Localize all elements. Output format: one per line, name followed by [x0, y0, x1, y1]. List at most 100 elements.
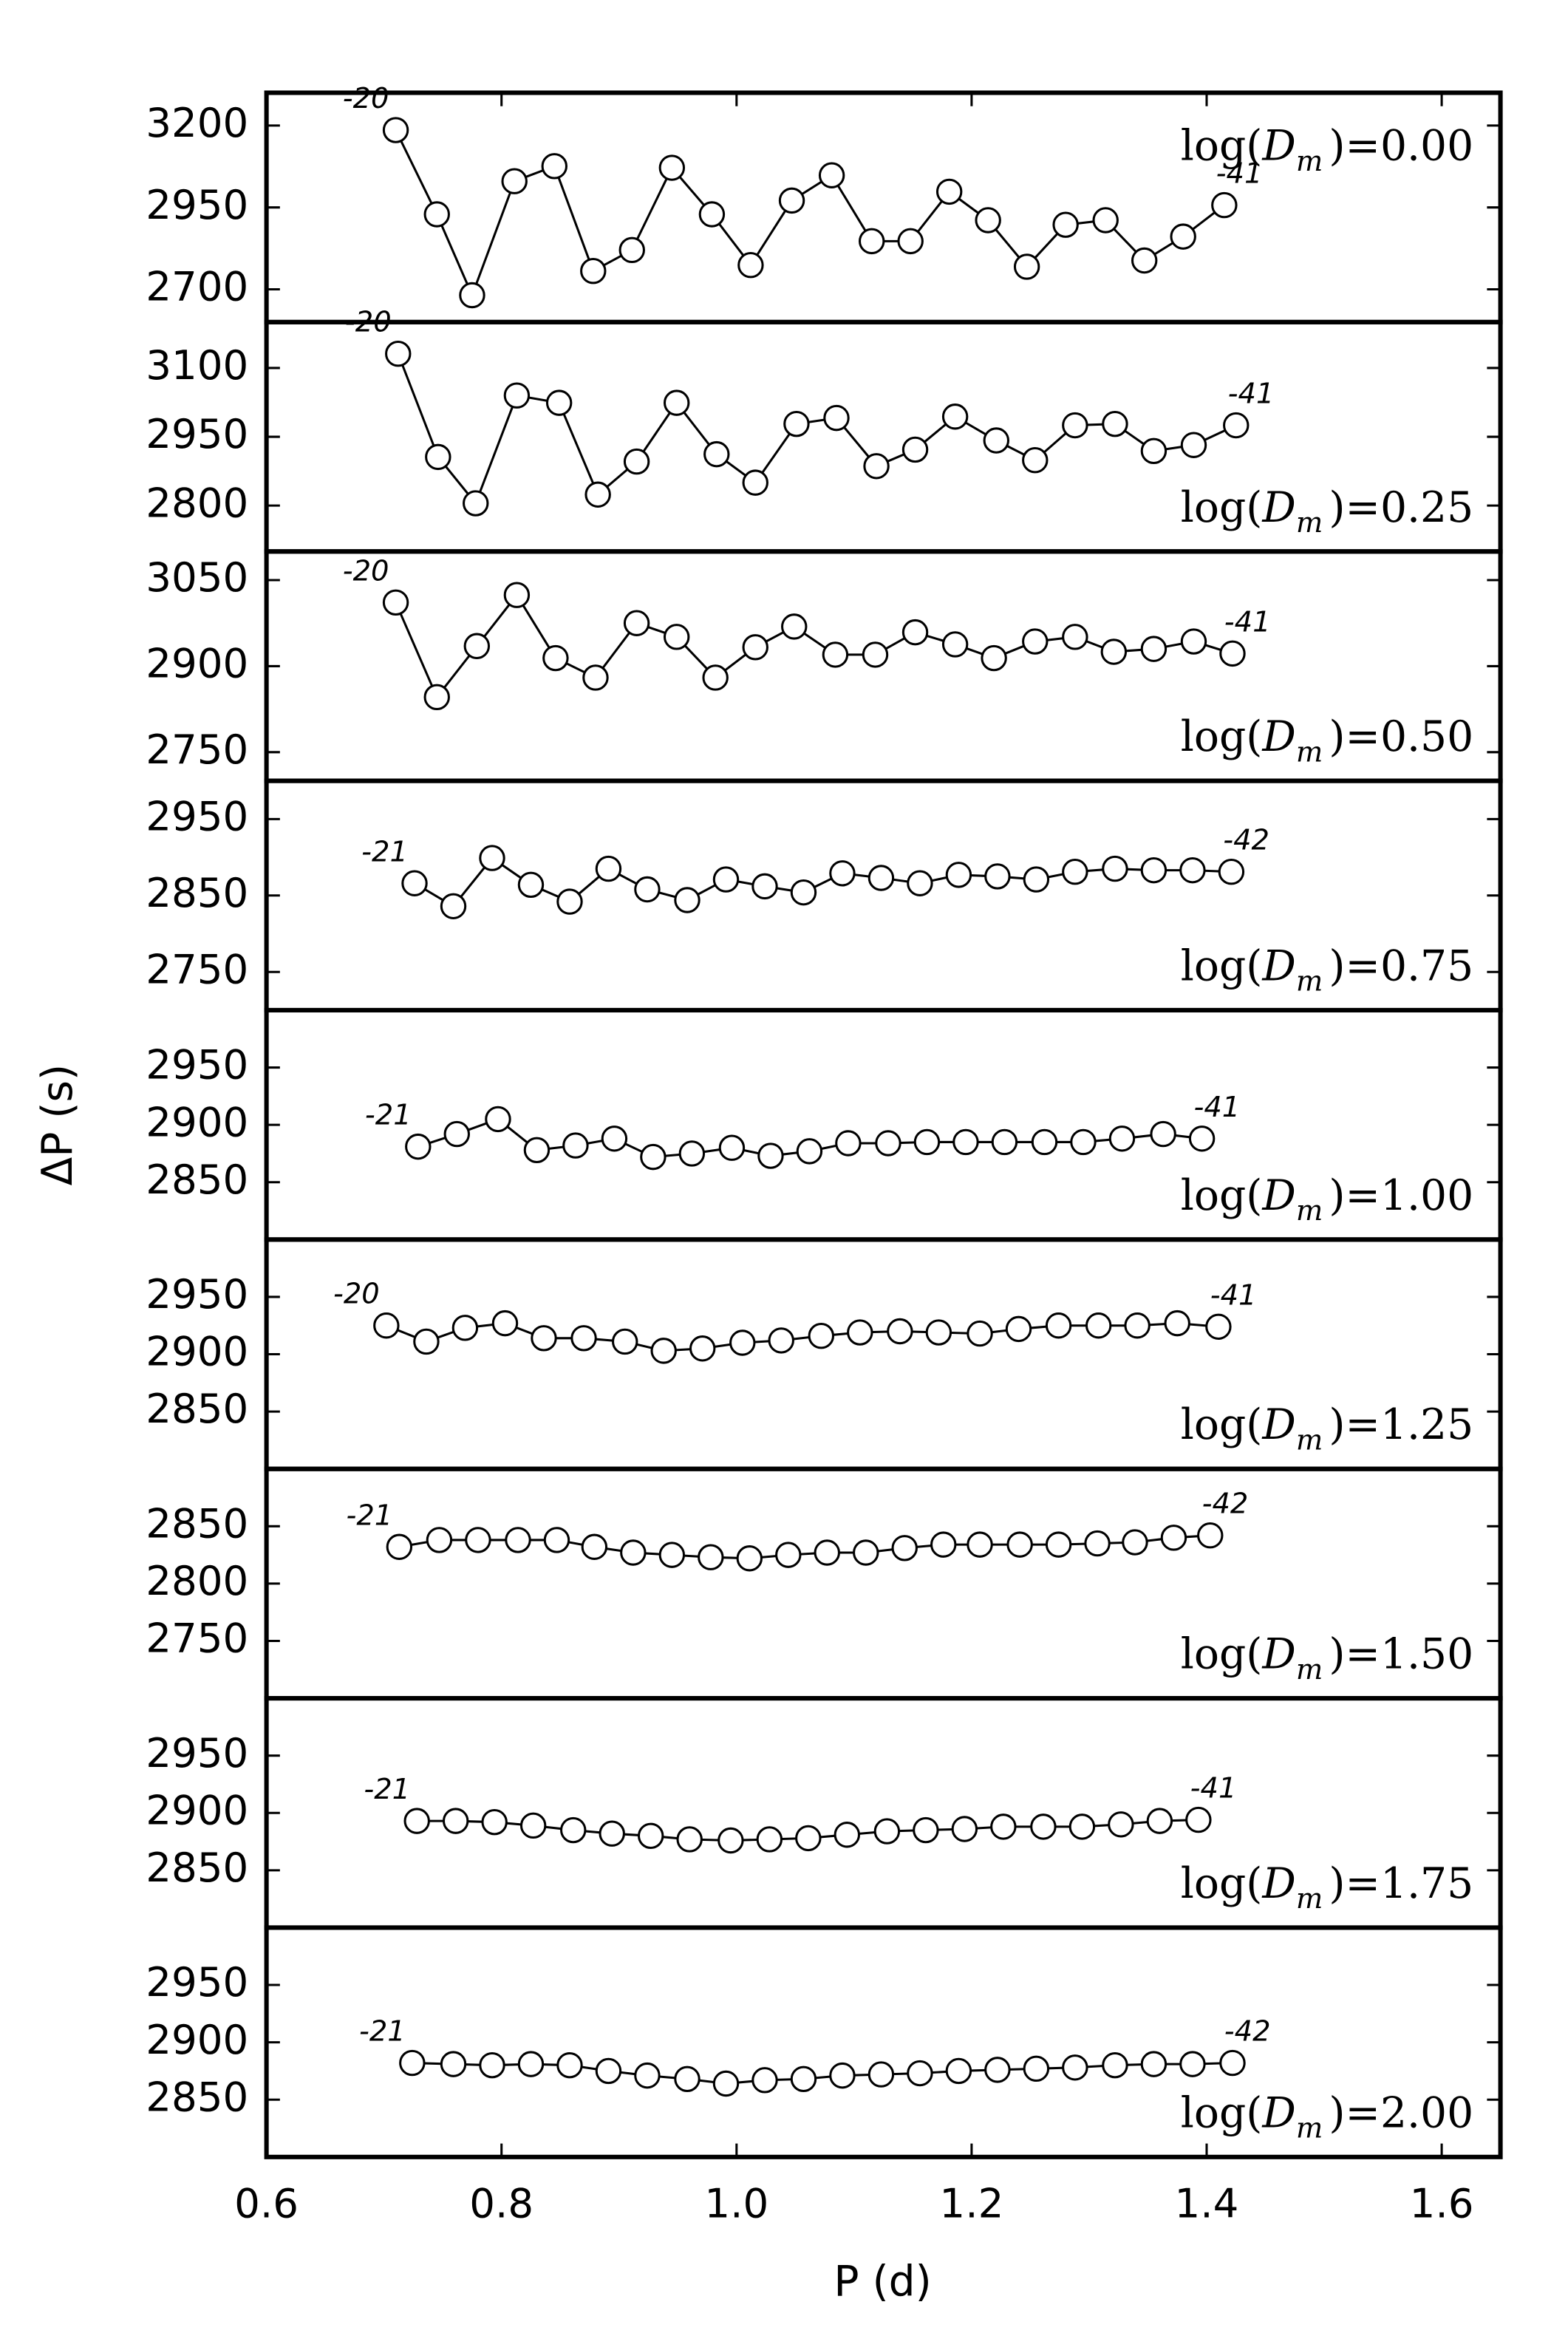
data-point [1108, 1811, 1134, 1838]
y-tick-label: 2750 [146, 1615, 248, 1662]
point-annotation: -42 [1202, 1488, 1249, 1521]
data-point [967, 1320, 993, 1347]
data-point [1085, 1312, 1112, 1339]
panel-label: log(Dm)=0.75 [1181, 941, 1473, 998]
x-tick-label: 0.8 [469, 2180, 534, 2227]
data-point [541, 153, 567, 180]
data-point [382, 589, 409, 616]
series-line [386, 1322, 1219, 1352]
data-point [795, 1825, 822, 1852]
data-point [990, 1813, 1017, 1840]
data-point [829, 860, 856, 887]
data-point [1006, 1531, 1033, 1558]
data-point [951, 1816, 978, 1842]
data-point [891, 1535, 918, 1561]
data-point [503, 582, 531, 608]
data-point [580, 257, 607, 285]
data-point [858, 228, 885, 255]
data-point [479, 845, 505, 871]
point-annotation: -41 [1228, 378, 1275, 411]
data-point [814, 1539, 840, 1566]
y-tick-label: 2700 [146, 263, 248, 310]
data-point [1219, 2049, 1246, 2077]
data-point [941, 403, 969, 430]
y-tick-label: 2900 [146, 2016, 248, 2063]
y-tick-label: 2850 [146, 2073, 248, 2120]
data-point [729, 1329, 756, 1356]
data-point [542, 644, 569, 672]
data-point [663, 389, 690, 416]
data-point [1205, 1313, 1232, 1340]
data-point [1170, 223, 1196, 250]
data-point [834, 1822, 861, 1848]
data-point [612, 1328, 638, 1355]
panel-label: log(Dm)=1.25 [1181, 1400, 1473, 1457]
y-tick-label: 2750 [146, 945, 248, 992]
data-point [623, 448, 650, 475]
data-point [1023, 866, 1050, 893]
point-annotation: -21 [361, 835, 408, 868]
series-line [395, 129, 1225, 299]
data-point [781, 613, 808, 640]
data-point [1211, 191, 1238, 219]
data-point [847, 1319, 873, 1346]
panel-frame [264, 90, 1503, 324]
data-point [1023, 2055, 1050, 2082]
data-point [853, 1539, 879, 1566]
data-point [618, 236, 645, 264]
data-point [967, 1531, 993, 1558]
data-point [1030, 1813, 1057, 1840]
data-point [907, 870, 933, 896]
x-tick-label: 0.6 [234, 2180, 299, 2227]
data-point [1122, 1529, 1148, 1556]
y-tick-label: 2900 [146, 640, 248, 687]
data-point [913, 1128, 941, 1156]
data-point [581, 1533, 608, 1560]
data-point [1031, 1128, 1058, 1156]
data-point [481, 1808, 508, 1836]
data-point [620, 1539, 647, 1566]
data-point [941, 631, 969, 658]
x-tick-label: 1.2 [939, 2180, 1003, 2227]
data-point [1131, 247, 1158, 274]
data-point [1188, 1125, 1216, 1152]
data-point [698, 1544, 724, 1570]
data-point [440, 2051, 467, 2077]
data-point [570, 1325, 597, 1352]
data-point [1164, 1309, 1190, 1337]
data-point [875, 1130, 901, 1157]
data-point [485, 1106, 511, 1133]
data-point [984, 863, 1011, 890]
y-tick-label: 2900 [146, 1098, 248, 1145]
point-annotation: -21 [346, 1499, 392, 1532]
data-point [768, 1327, 794, 1354]
panel-label: log(Dm)=0.50 [1181, 712, 1473, 769]
point-annotation: -20 [333, 1278, 380, 1311]
data-point [442, 1808, 469, 1834]
x-tick-label: 1.6 [1410, 2180, 1474, 2227]
data-point [1219, 640, 1246, 667]
panel-label: log(Dm)=0.25 [1181, 483, 1473, 539]
data-point [913, 1816, 939, 1844]
y-tick-label: 2850 [146, 869, 248, 916]
data-point [756, 1826, 783, 1853]
data-point [443, 1120, 470, 1148]
data-point [382, 117, 409, 143]
data-point [640, 1143, 667, 1171]
data-point [543, 1527, 570, 1553]
data-point [584, 481, 611, 508]
data-point [1197, 1522, 1224, 1549]
data-point [1062, 624, 1088, 650]
data-point [736, 1545, 763, 1572]
point-annotation: -21 [365, 1099, 412, 1132]
data-point [984, 2057, 1011, 2083]
data-point [1092, 207, 1119, 234]
data-point [1022, 446, 1049, 474]
data-point [1062, 2054, 1088, 2081]
series-line [412, 2062, 1233, 2085]
data-point [712, 866, 740, 893]
data-point [1180, 432, 1207, 458]
y-tick-label: 3200 [146, 99, 248, 146]
data-point [373, 1312, 400, 1339]
data-point [945, 862, 972, 888]
